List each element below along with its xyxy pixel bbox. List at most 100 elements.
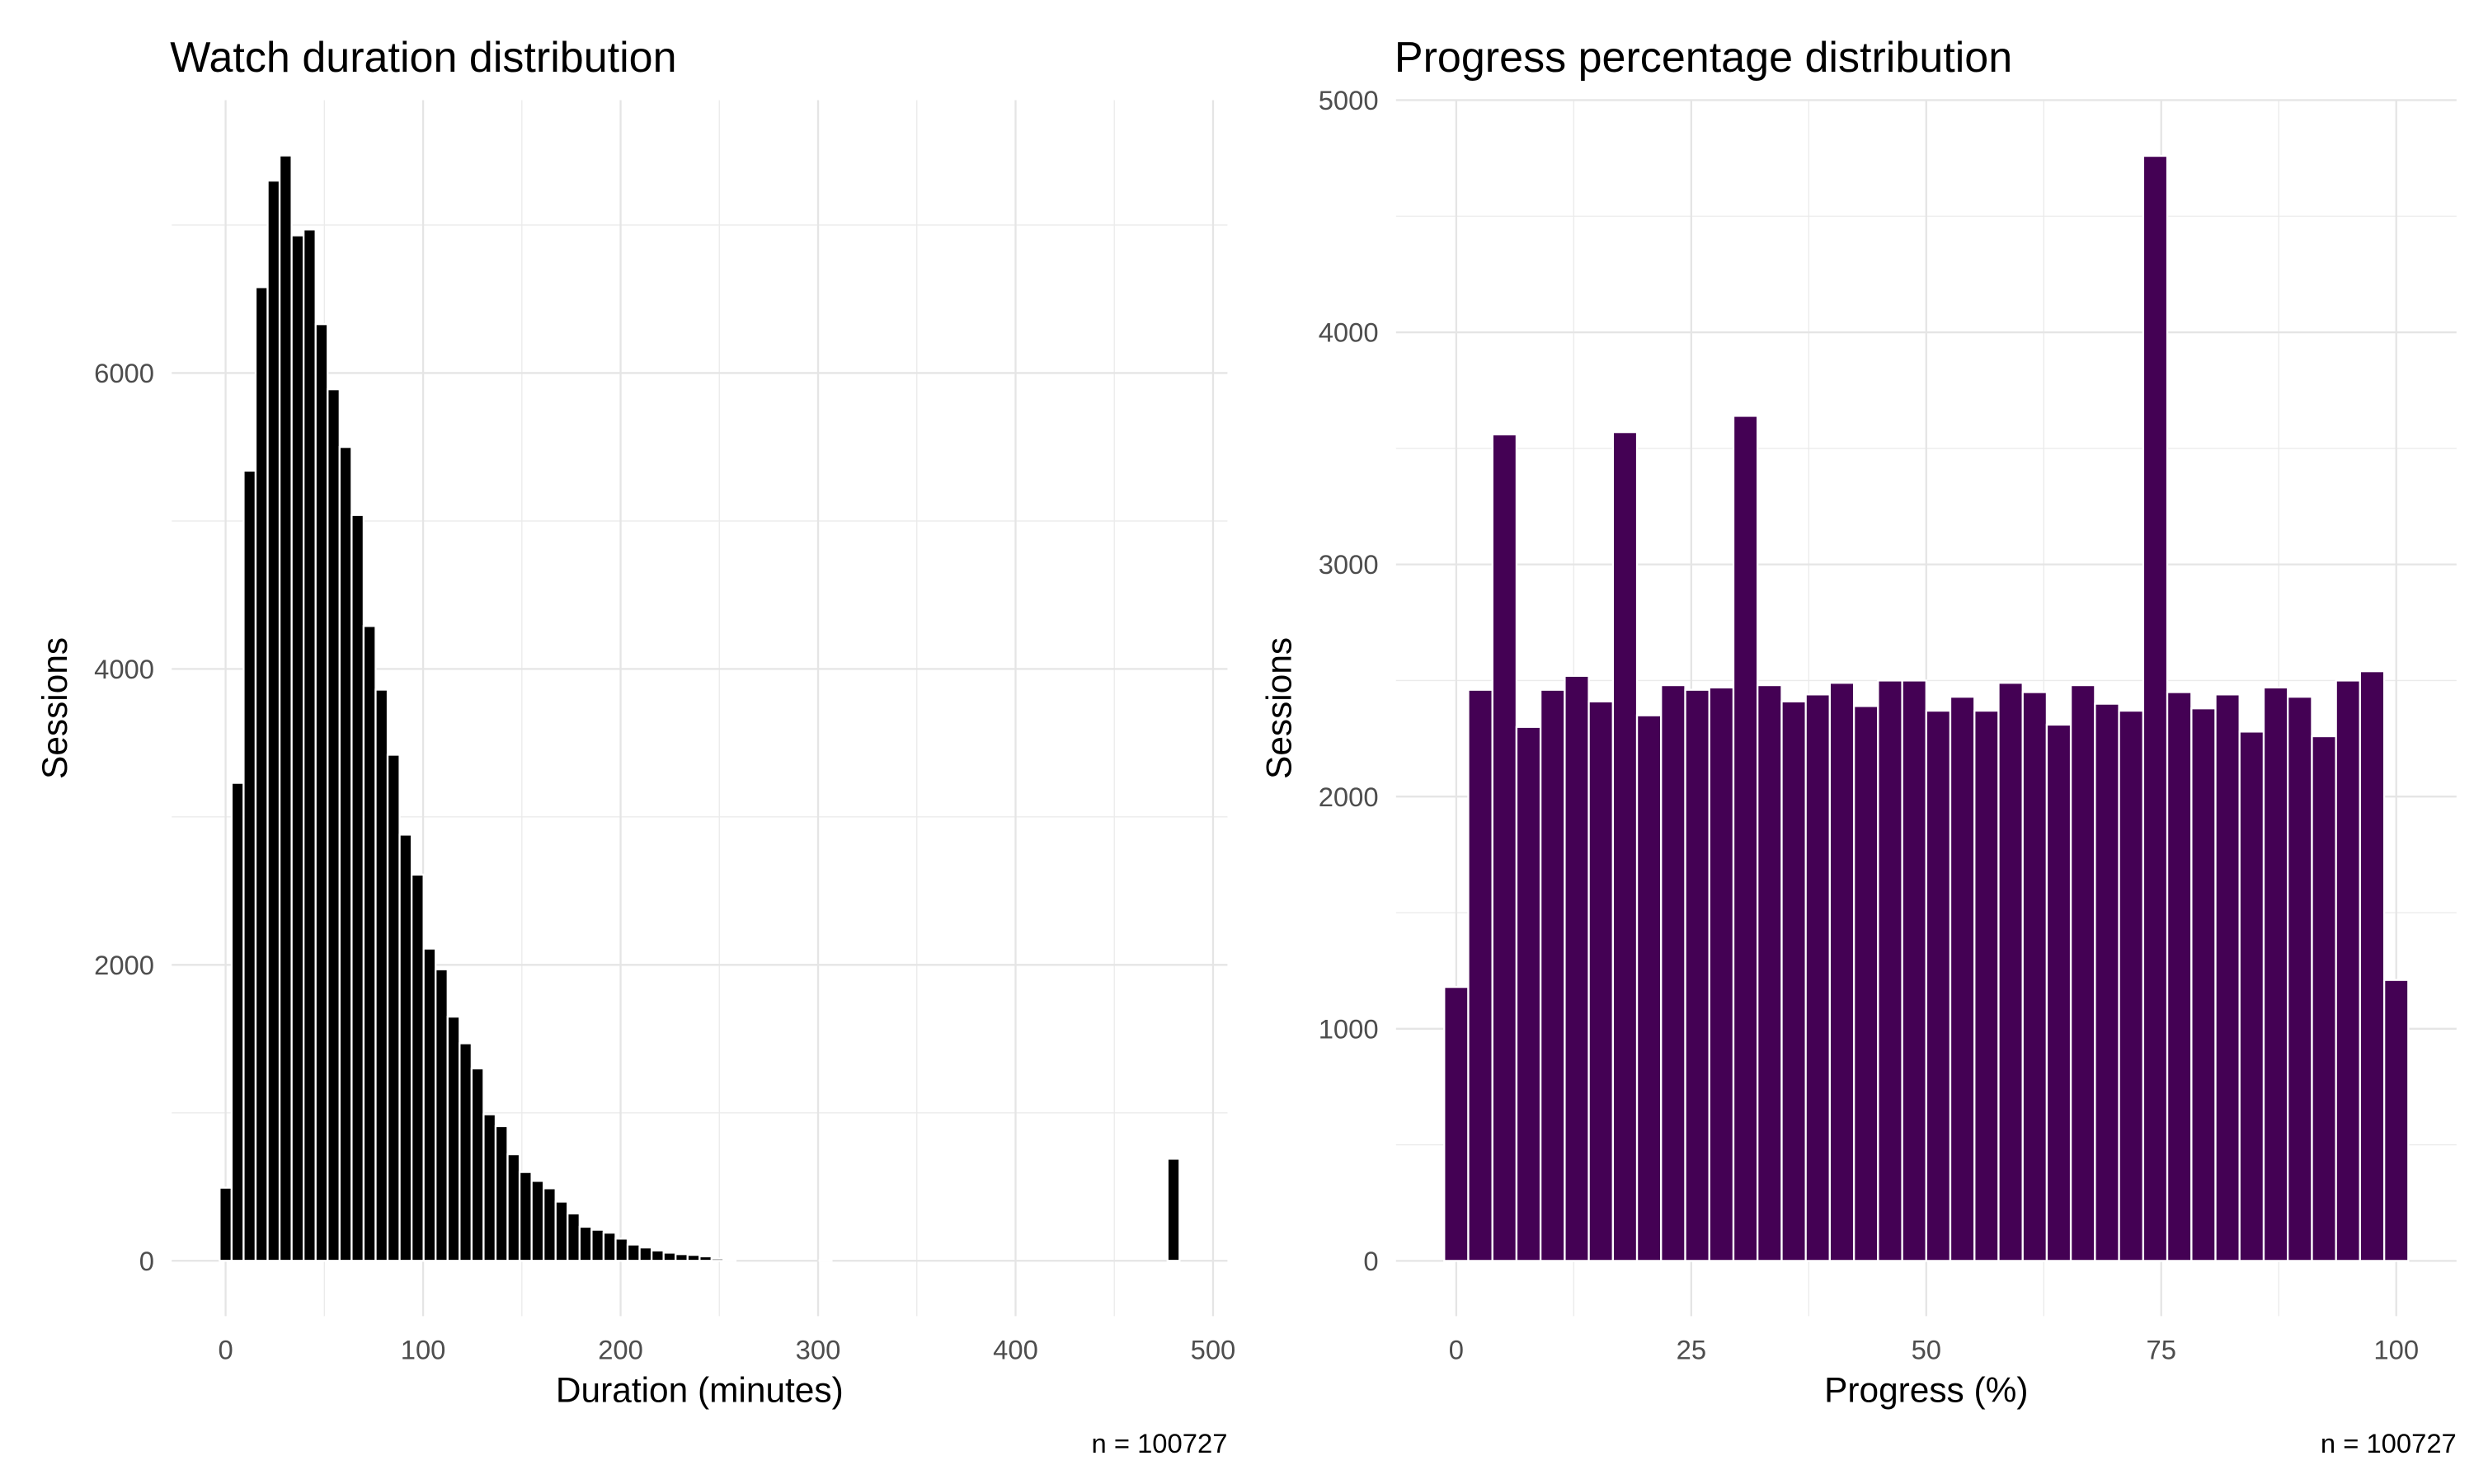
y-tick-label: 0 bbox=[1363, 1246, 1378, 1276]
bar bbox=[422, 947, 437, 1262]
bar bbox=[722, 1259, 737, 1262]
bar bbox=[2287, 695, 2313, 1262]
bar bbox=[494, 1125, 509, 1262]
bar bbox=[2166, 691, 2193, 1262]
bar bbox=[662, 1252, 677, 1262]
bar bbox=[266, 179, 281, 1262]
y-axis-title: Sessions bbox=[35, 637, 74, 779]
bar bbox=[1949, 695, 1976, 1262]
y-tick-label: 6000 bbox=[94, 358, 154, 388]
bar bbox=[638, 1246, 653, 1262]
bar bbox=[459, 1042, 473, 1262]
bar bbox=[578, 1225, 593, 1262]
bar bbox=[470, 1067, 485, 1262]
bar bbox=[362, 625, 377, 1262]
bar bbox=[650, 1249, 665, 1262]
bar bbox=[2262, 686, 2289, 1262]
bar bbox=[1732, 415, 1759, 1262]
bar bbox=[2238, 730, 2265, 1262]
bar bbox=[1660, 683, 1686, 1262]
chart-title: Watch duration distribution bbox=[170, 34, 676, 82]
bar bbox=[698, 1255, 713, 1262]
bar bbox=[1708, 686, 1735, 1262]
bar bbox=[1828, 682, 1856, 1262]
bar bbox=[230, 782, 245, 1262]
y-tick-label: 3000 bbox=[1319, 549, 1379, 580]
bar bbox=[2045, 723, 2072, 1262]
bar bbox=[1611, 430, 1639, 1262]
bar bbox=[350, 514, 365, 1262]
bar bbox=[303, 228, 317, 1262]
y-tick-label: 4000 bbox=[1319, 317, 1379, 348]
y-tick-label: 0 bbox=[139, 1246, 154, 1276]
x-tick-label: 50 bbox=[1912, 1334, 1941, 1364]
bar bbox=[278, 154, 293, 1262]
x-tick-label: 0 bbox=[1449, 1334, 1464, 1364]
bar bbox=[1780, 700, 1807, 1262]
x-tick-label: 25 bbox=[1677, 1334, 1706, 1364]
bar bbox=[2311, 735, 2337, 1262]
bar bbox=[1587, 700, 1615, 1262]
bar bbox=[1467, 688, 1493, 1262]
bar bbox=[219, 1186, 233, 1262]
x-tick-label: 400 bbox=[993, 1334, 1038, 1364]
bar bbox=[626, 1243, 641, 1262]
bar bbox=[2382, 979, 2410, 1262]
bar bbox=[530, 1180, 545, 1262]
bar bbox=[2190, 707, 2217, 1262]
bar bbox=[1564, 674, 1590, 1262]
bar bbox=[1166, 1158, 1181, 1262]
bar bbox=[710, 1257, 725, 1262]
bar bbox=[2359, 670, 2386, 1262]
caption: n = 100727 bbox=[2321, 1428, 2457, 1458]
bar bbox=[386, 754, 401, 1262]
bar bbox=[1635, 714, 1663, 1262]
bar bbox=[2069, 683, 2096, 1262]
bar bbox=[338, 446, 353, 1262]
x-tick-label: 0 bbox=[218, 1334, 233, 1364]
bar bbox=[506, 1153, 521, 1262]
bar bbox=[554, 1200, 569, 1262]
y-axis-title: Sessions bbox=[1260, 637, 1299, 779]
bar bbox=[410, 873, 425, 1262]
bar bbox=[1684, 688, 1710, 1262]
bar bbox=[1515, 726, 1542, 1262]
bar bbox=[2142, 154, 2169, 1262]
bar bbox=[435, 968, 449, 1262]
bar bbox=[242, 469, 257, 1262]
bar bbox=[1997, 682, 2024, 1262]
bar bbox=[314, 323, 329, 1262]
bar bbox=[2021, 691, 2048, 1262]
bar bbox=[543, 1187, 557, 1262]
bar bbox=[567, 1212, 581, 1262]
bar bbox=[1901, 679, 1927, 1262]
bar bbox=[398, 834, 413, 1262]
x-tick-label: 200 bbox=[598, 1334, 643, 1364]
bar bbox=[602, 1232, 617, 1262]
bar bbox=[614, 1237, 629, 1262]
bar bbox=[2118, 709, 2145, 1262]
caption: n = 100727 bbox=[1092, 1428, 1228, 1458]
bar bbox=[686, 1253, 701, 1262]
chart-title: Progress percentage distribution bbox=[1395, 34, 2012, 82]
bar bbox=[1973, 709, 2000, 1262]
bar bbox=[374, 688, 389, 1262]
bar bbox=[327, 388, 341, 1262]
y-tick-label: 5000 bbox=[1319, 85, 1379, 115]
x-axis-title: Progress (%) bbox=[1824, 1371, 2028, 1410]
y-tick-label: 2000 bbox=[1319, 782, 1379, 812]
bar bbox=[1443, 985, 1470, 1262]
x-tick-label: 500 bbox=[1191, 1334, 1236, 1364]
bar bbox=[1852, 705, 1879, 1262]
x-tick-label: 100 bbox=[2373, 1334, 2419, 1364]
bar bbox=[590, 1228, 605, 1262]
bar bbox=[518, 1171, 533, 1262]
bar bbox=[446, 1015, 461, 1262]
bar bbox=[2214, 693, 2241, 1262]
bar bbox=[1491, 433, 1518, 1262]
x-axis-title: Duration (minutes) bbox=[556, 1371, 844, 1410]
y-tick-label: 1000 bbox=[1319, 1013, 1379, 1044]
bar bbox=[1804, 693, 1832, 1262]
bar bbox=[482, 1113, 497, 1262]
